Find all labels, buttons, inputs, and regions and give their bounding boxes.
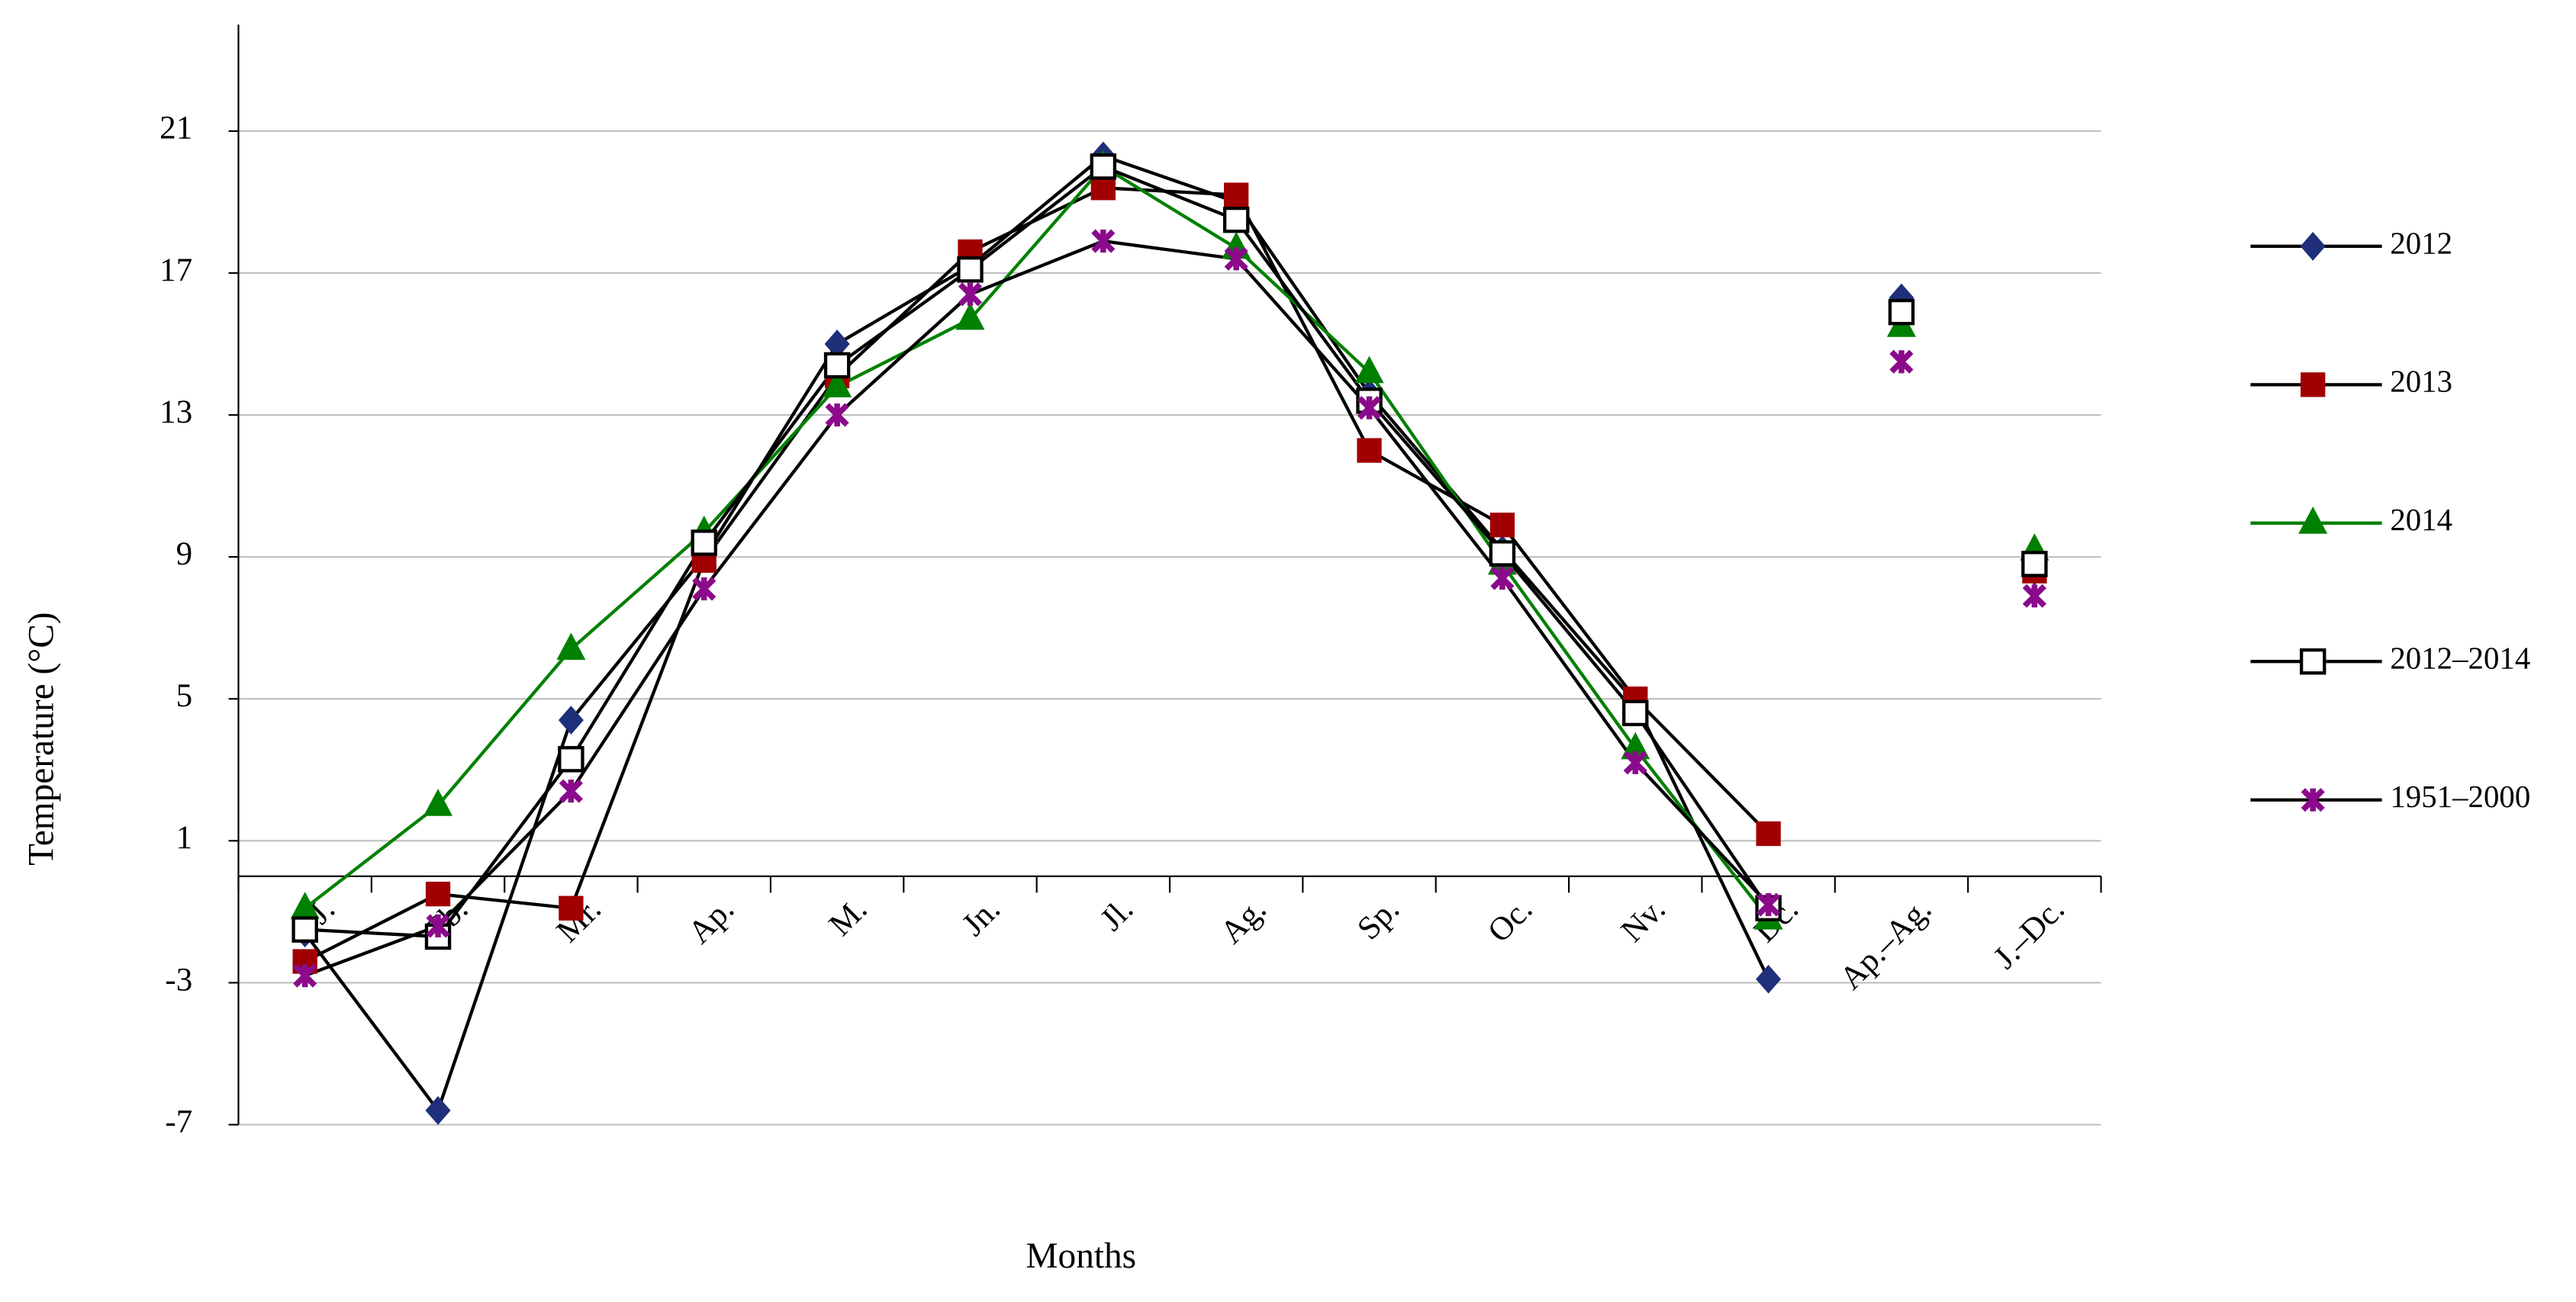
x-tick-label: Ag.: [1214, 891, 1274, 950]
marker: [1623, 751, 1647, 775]
marker: [1091, 229, 1116, 253]
marker: [426, 914, 450, 938]
legend-marker: [2298, 506, 2328, 534]
legend-label: 2012–2014: [2390, 641, 2530, 676]
marker: [1222, 206, 1250, 233]
marker: [1888, 298, 1915, 326]
x-tick-label: Jn.: [955, 891, 1007, 943]
marker: [1354, 355, 1384, 384]
marker: [823, 370, 852, 397]
y-tick-label: 9: [176, 536, 193, 572]
y-axis-title: Temperature (°C): [21, 612, 61, 865]
series-line: [304, 239, 1770, 978]
x-tick-label: Ap.–Ag.: [1833, 891, 1938, 996]
x-tick-label: Jl.: [1093, 891, 1140, 937]
x-tick-label: M.: [823, 891, 874, 943]
marker: [955, 302, 985, 330]
y-tick-label: 1: [176, 820, 193, 856]
legend-label: 2012: [2390, 226, 2452, 260]
marker: [1489, 513, 1515, 538]
legend-label: 2013: [2390, 365, 2452, 399]
marker: [425, 1096, 451, 1125]
marker: [1224, 182, 1249, 207]
series-line: [303, 153, 1770, 1114]
legend-marker: [2300, 232, 2326, 261]
marker: [1357, 396, 1382, 420]
x-tick-label: Nv.: [1615, 891, 1673, 949]
legend-label: 1951–2000: [2390, 780, 2530, 814]
marker: [1090, 153, 1117, 180]
x-tick-label: J.–Dc.: [1987, 891, 2072, 976]
series-line: [304, 164, 1770, 939]
marker: [556, 632, 586, 661]
legend-marker: [2301, 788, 2325, 812]
x-tick-label: Oc.: [1481, 891, 1539, 949]
y-tick-label: -7: [165, 1104, 192, 1140]
marker: [823, 352, 851, 379]
x-tick-label: Sp.: [1351, 891, 1406, 947]
marker: [957, 256, 984, 283]
y-tick-label: 21: [159, 111, 192, 146]
marker: [1622, 699, 1649, 727]
y-tick-label: 5: [176, 678, 193, 714]
marker: [291, 916, 318, 943]
x-tick-label: Ap.: [681, 891, 741, 950]
marker: [425, 881, 451, 907]
marker: [2022, 583, 2046, 608]
marker: [1357, 438, 1382, 463]
y-tick-label: 17: [159, 252, 192, 288]
x-axis-title: Months: [1026, 1236, 1136, 1276]
series-line: [304, 164, 1770, 921]
legend-marker: [2301, 372, 2326, 397]
marker: [1757, 892, 1781, 917]
marker: [1090, 175, 1116, 201]
marker: [692, 577, 716, 601]
legend-label: 2014: [2390, 503, 2452, 537]
marker: [825, 403, 849, 427]
marker: [2021, 551, 2048, 577]
marker: [1889, 349, 1914, 374]
y-tick-label: -3: [165, 962, 192, 998]
marker: [958, 282, 983, 307]
marker: [558, 706, 584, 735]
series-line: [304, 186, 1770, 963]
marker: [559, 895, 584, 921]
marker: [1224, 246, 1248, 271]
marker: [293, 963, 317, 988]
marker: [423, 789, 453, 816]
marker: [558, 746, 584, 773]
y-tick-label: 13: [159, 394, 192, 430]
marker: [1756, 821, 1781, 847]
marker: [1490, 566, 1515, 590]
marker: [1489, 540, 1516, 567]
marker: [559, 779, 583, 803]
legend-marker: [2299, 648, 2326, 675]
marker: [1756, 964, 1782, 994]
marker: [691, 529, 717, 556]
